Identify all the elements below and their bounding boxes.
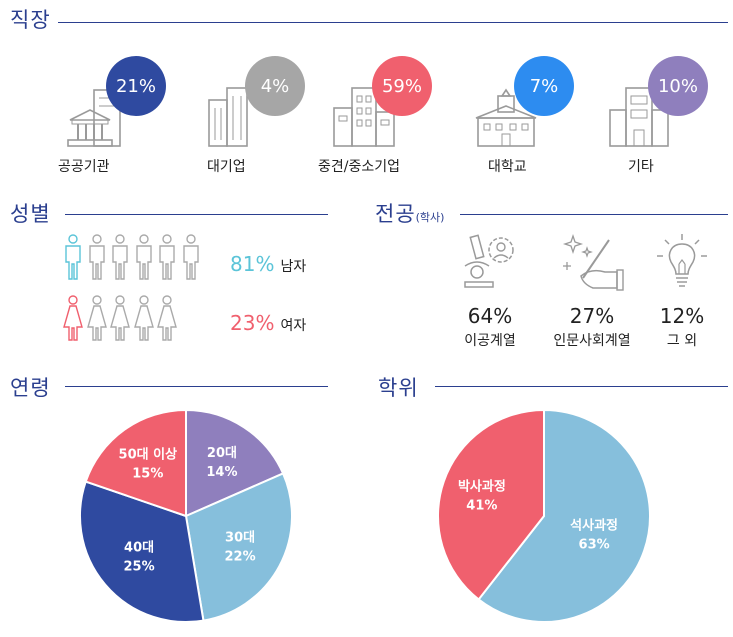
slice-value: 14% (206, 465, 237, 480)
male-person-icon (62, 234, 84, 284)
workplace-percent-badge: 10% (648, 56, 708, 116)
slice-label: 20대 (207, 446, 237, 461)
degree-pie-chart: 석사과정 63% 박사과정 41% (437, 408, 651, 623)
female-person-icon (133, 295, 155, 345)
workplace-item: 21% 공공기관 (58, 56, 186, 186)
major-label: 그 외 (666, 333, 698, 349)
slice-value: 63% (579, 537, 610, 552)
section-divider (65, 386, 328, 387)
female-stat: 23% 여자 (230, 311, 306, 335)
section-divider (435, 386, 728, 387)
section-title-major: 전공(학사) (375, 198, 444, 228)
workplace-percent: 4% (260, 75, 290, 97)
slice-value: 15% (132, 467, 163, 482)
workplace-percent-badge: 21% (106, 56, 166, 116)
male-person-icon (156, 234, 178, 284)
other-building-icon (608, 86, 672, 152)
slice-label: 석사과정 (570, 517, 618, 533)
workplace-item: 10% 기타 (608, 56, 728, 186)
section-title-workplace: 직장 (10, 8, 51, 32)
slice-value: 41% (466, 499, 497, 514)
science-icon (457, 232, 523, 298)
workplace-item: 7% 대학교 (474, 56, 594, 186)
major-item: 27% 인문사회계열 (532, 232, 652, 350)
major-subtitle: (학사) (415, 211, 445, 224)
pie-slice (79, 480, 205, 623)
slice-value: 22% (225, 549, 256, 564)
workplace-percent-badge: 59% (372, 56, 432, 116)
workplace-label: 공공기관 (58, 159, 110, 175)
major-percent: 64% (467, 304, 513, 328)
pie-slice (437, 408, 545, 601)
workplace-percent-badge: 7% (514, 56, 574, 116)
male-person-icon (109, 234, 131, 284)
section-divider (65, 214, 328, 215)
pie-slice (477, 408, 651, 623)
workplace-percent-badge: 4% (245, 56, 305, 116)
major-item: 64% 이공계열 (430, 232, 550, 350)
workplace-item: 59% 중견/중소기업 (318, 56, 452, 186)
section-title-degree: 학위 (378, 376, 419, 400)
lightbulb-icon (649, 232, 715, 298)
workplace-percent: 59% (381, 75, 422, 97)
female-person-icon (109, 295, 131, 345)
female-person-icon (86, 295, 108, 345)
pie-slice (184, 472, 293, 622)
male-label: 남자 (280, 259, 307, 275)
major-item: 12% 그 외 (632, 232, 732, 350)
slice-label: 50대 이상 (119, 447, 178, 463)
workplace-label: 기타 (628, 159, 654, 175)
male-percent: 81% (230, 252, 275, 276)
female-percent: 23% (230, 311, 275, 335)
workplace-label: 대학교 (488, 159, 527, 175)
male-person-icon (133, 234, 155, 284)
section-title-gender: 성별 (10, 202, 51, 226)
slice-label: 박사과정 (458, 479, 506, 495)
workplace-percent: 7% (529, 75, 559, 97)
major-percent: 27% (569, 304, 615, 328)
workplace-label: 대기업 (207, 159, 246, 175)
slice-label: 30대 (225, 530, 255, 545)
workplace-percent: 21% (115, 75, 156, 97)
workplace-label: 중견/중소기업 (318, 159, 400, 175)
slice-value: 25% (124, 560, 155, 575)
writing-icon (559, 232, 625, 298)
section-divider (460, 214, 728, 215)
female-person-icon (156, 295, 178, 345)
university-icon (474, 86, 538, 152)
major-percent: 12% (659, 304, 705, 328)
male-person-icon (86, 234, 108, 284)
section-title-age: 연령 (10, 376, 51, 400)
pie-slice (84, 408, 187, 518)
age-pie-chart: 20대 14% 30대 22% 40대 25% 50대 이상 15% (79, 408, 293, 623)
workplace-item: 4% 대기업 (205, 56, 325, 186)
large-company-icon (205, 86, 269, 152)
female-label: 여자 (280, 318, 307, 334)
pie-slice (185, 408, 285, 518)
major-label: 인문사회계열 (553, 333, 631, 349)
section-divider (58, 22, 728, 23)
major-title: 전공 (375, 202, 416, 226)
workplace-percent: 10% (657, 75, 698, 97)
male-stat: 81% 남자 (230, 252, 306, 276)
slice-label: 40대 (124, 541, 154, 556)
male-person-icon (180, 234, 202, 284)
sme-company-icon (332, 86, 396, 152)
female-person-icon (62, 295, 84, 345)
major-label: 이공계열 (464, 333, 516, 349)
